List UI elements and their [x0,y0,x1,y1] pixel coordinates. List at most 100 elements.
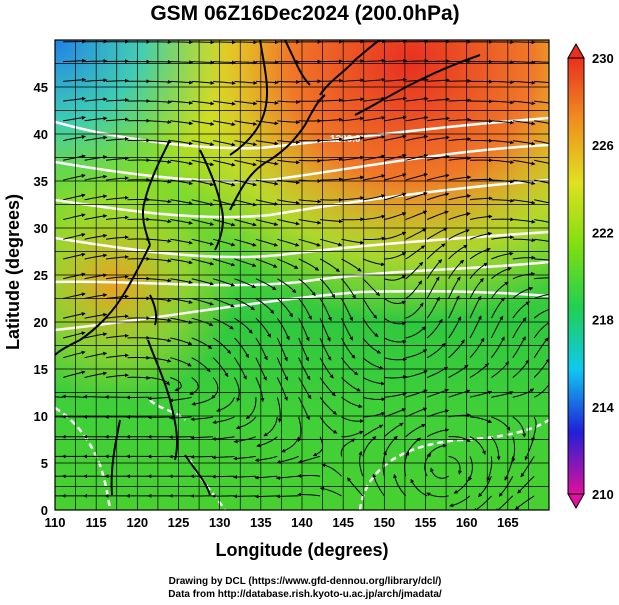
taiwan-coast [149,294,158,326]
wind-vector [384,252,407,260]
wind-vector [426,443,448,457]
wind-vector [469,196,493,201]
wind-vector [255,80,279,85]
wind-vector [319,298,332,322]
wind-vector [233,475,256,480]
wind-vector [263,416,278,437]
wind-vector [320,177,343,182]
wind-vector [448,78,472,83]
wind-vector [190,454,214,459]
contour-line [149,399,186,421]
wind-vector [255,337,268,361]
x-tick-label: 115 [86,515,107,530]
wind-vector [469,177,493,182]
wind-vector [191,159,215,167]
wind-vector [298,337,309,362]
wind-vector [383,435,398,457]
wind-vector [170,60,194,65]
wind-vector [191,199,215,207]
wind-vector [384,115,407,122]
wind-vector [191,258,215,266]
wind-vector [277,179,301,185]
wind-vector [191,278,214,286]
wind-vector [426,154,450,161]
wind-vector [148,199,172,204]
wind-vector [534,277,549,280]
wind-vector [297,416,302,443]
wind-vector [491,217,515,222]
wind-vector [469,295,482,319]
wind-vector [512,159,536,166]
wind-vector [491,80,515,85]
wind-vector [298,298,312,320]
wind-vector [340,438,356,457]
wind-vector [255,159,279,166]
wind-vector [486,456,493,482]
wind-vector [148,120,172,125]
wind-vector [469,363,489,378]
wind-vector [84,253,108,260]
wind-vector [512,179,536,186]
wind-vector [275,475,299,480]
wind-vector [362,357,384,370]
wind-vector [491,140,515,145]
wind-vector [384,408,407,418]
wind-vector [148,377,170,386]
wind-vector [512,199,536,205]
wind-vector [212,337,231,355]
wind-vector [191,238,215,246]
wind-vector [212,298,235,308]
contour-line [358,418,549,510]
chart-title: GSM 06Z16Dec2024 (200.0hPa) [150,2,460,25]
wind-vector [341,357,359,376]
wind-vector [320,117,343,122]
wind-vector [372,473,385,497]
wind-vector [511,436,516,463]
wind-vector [168,415,192,420]
wind-vector [213,60,236,65]
wind-vector [362,377,385,386]
wind-vector [405,437,422,457]
wind-vector [534,120,549,124]
wind-vector [213,140,236,147]
wind-vector [63,292,86,299]
y-axis-label: Latitude (degrees) [3,194,23,350]
wind-vector [277,219,300,226]
wind-vector [190,435,214,440]
wind-vector [191,396,214,406]
wind-vector [384,134,407,142]
wind-vector [533,337,549,358]
wind-vector [448,295,460,319]
wind-vector [341,116,365,122]
wind-vector [534,80,549,84]
contour-line [55,178,549,219]
wind-vector [410,478,428,497]
wind-vector [384,375,408,380]
wind-vector [212,238,236,247]
wind-vector [148,278,172,283]
wind-vector [63,173,86,181]
wind-vector [405,134,429,142]
wind-vector [362,258,386,267]
x-tick-label: 125 [168,515,190,530]
wind-vector [405,261,424,280]
wind-vector [514,495,535,510]
wind-vector [254,455,278,463]
wind-vector [469,231,493,240]
x-axis-ticks: 110 115 120 125 130 135 140 145 150 155 160 165 [45,515,519,530]
wind-vector [533,358,549,378]
wind-vector [426,492,449,498]
wind-vector [298,199,322,204]
wind-vector [170,219,193,225]
wind-vector [405,172,428,181]
wind-vector [534,100,549,104]
y-tick-label: 15 [34,362,48,377]
wind-vector [191,60,215,65]
wind-vector [362,278,381,297]
wind-vector [298,158,322,163]
wind-vector [63,232,86,240]
y-axis-ticks: 0 5 10 15 20 25 30 35 40 45 [34,80,48,518]
wind-vector [512,255,536,260]
wind-vector [234,298,255,311]
wind-vector [170,159,193,166]
